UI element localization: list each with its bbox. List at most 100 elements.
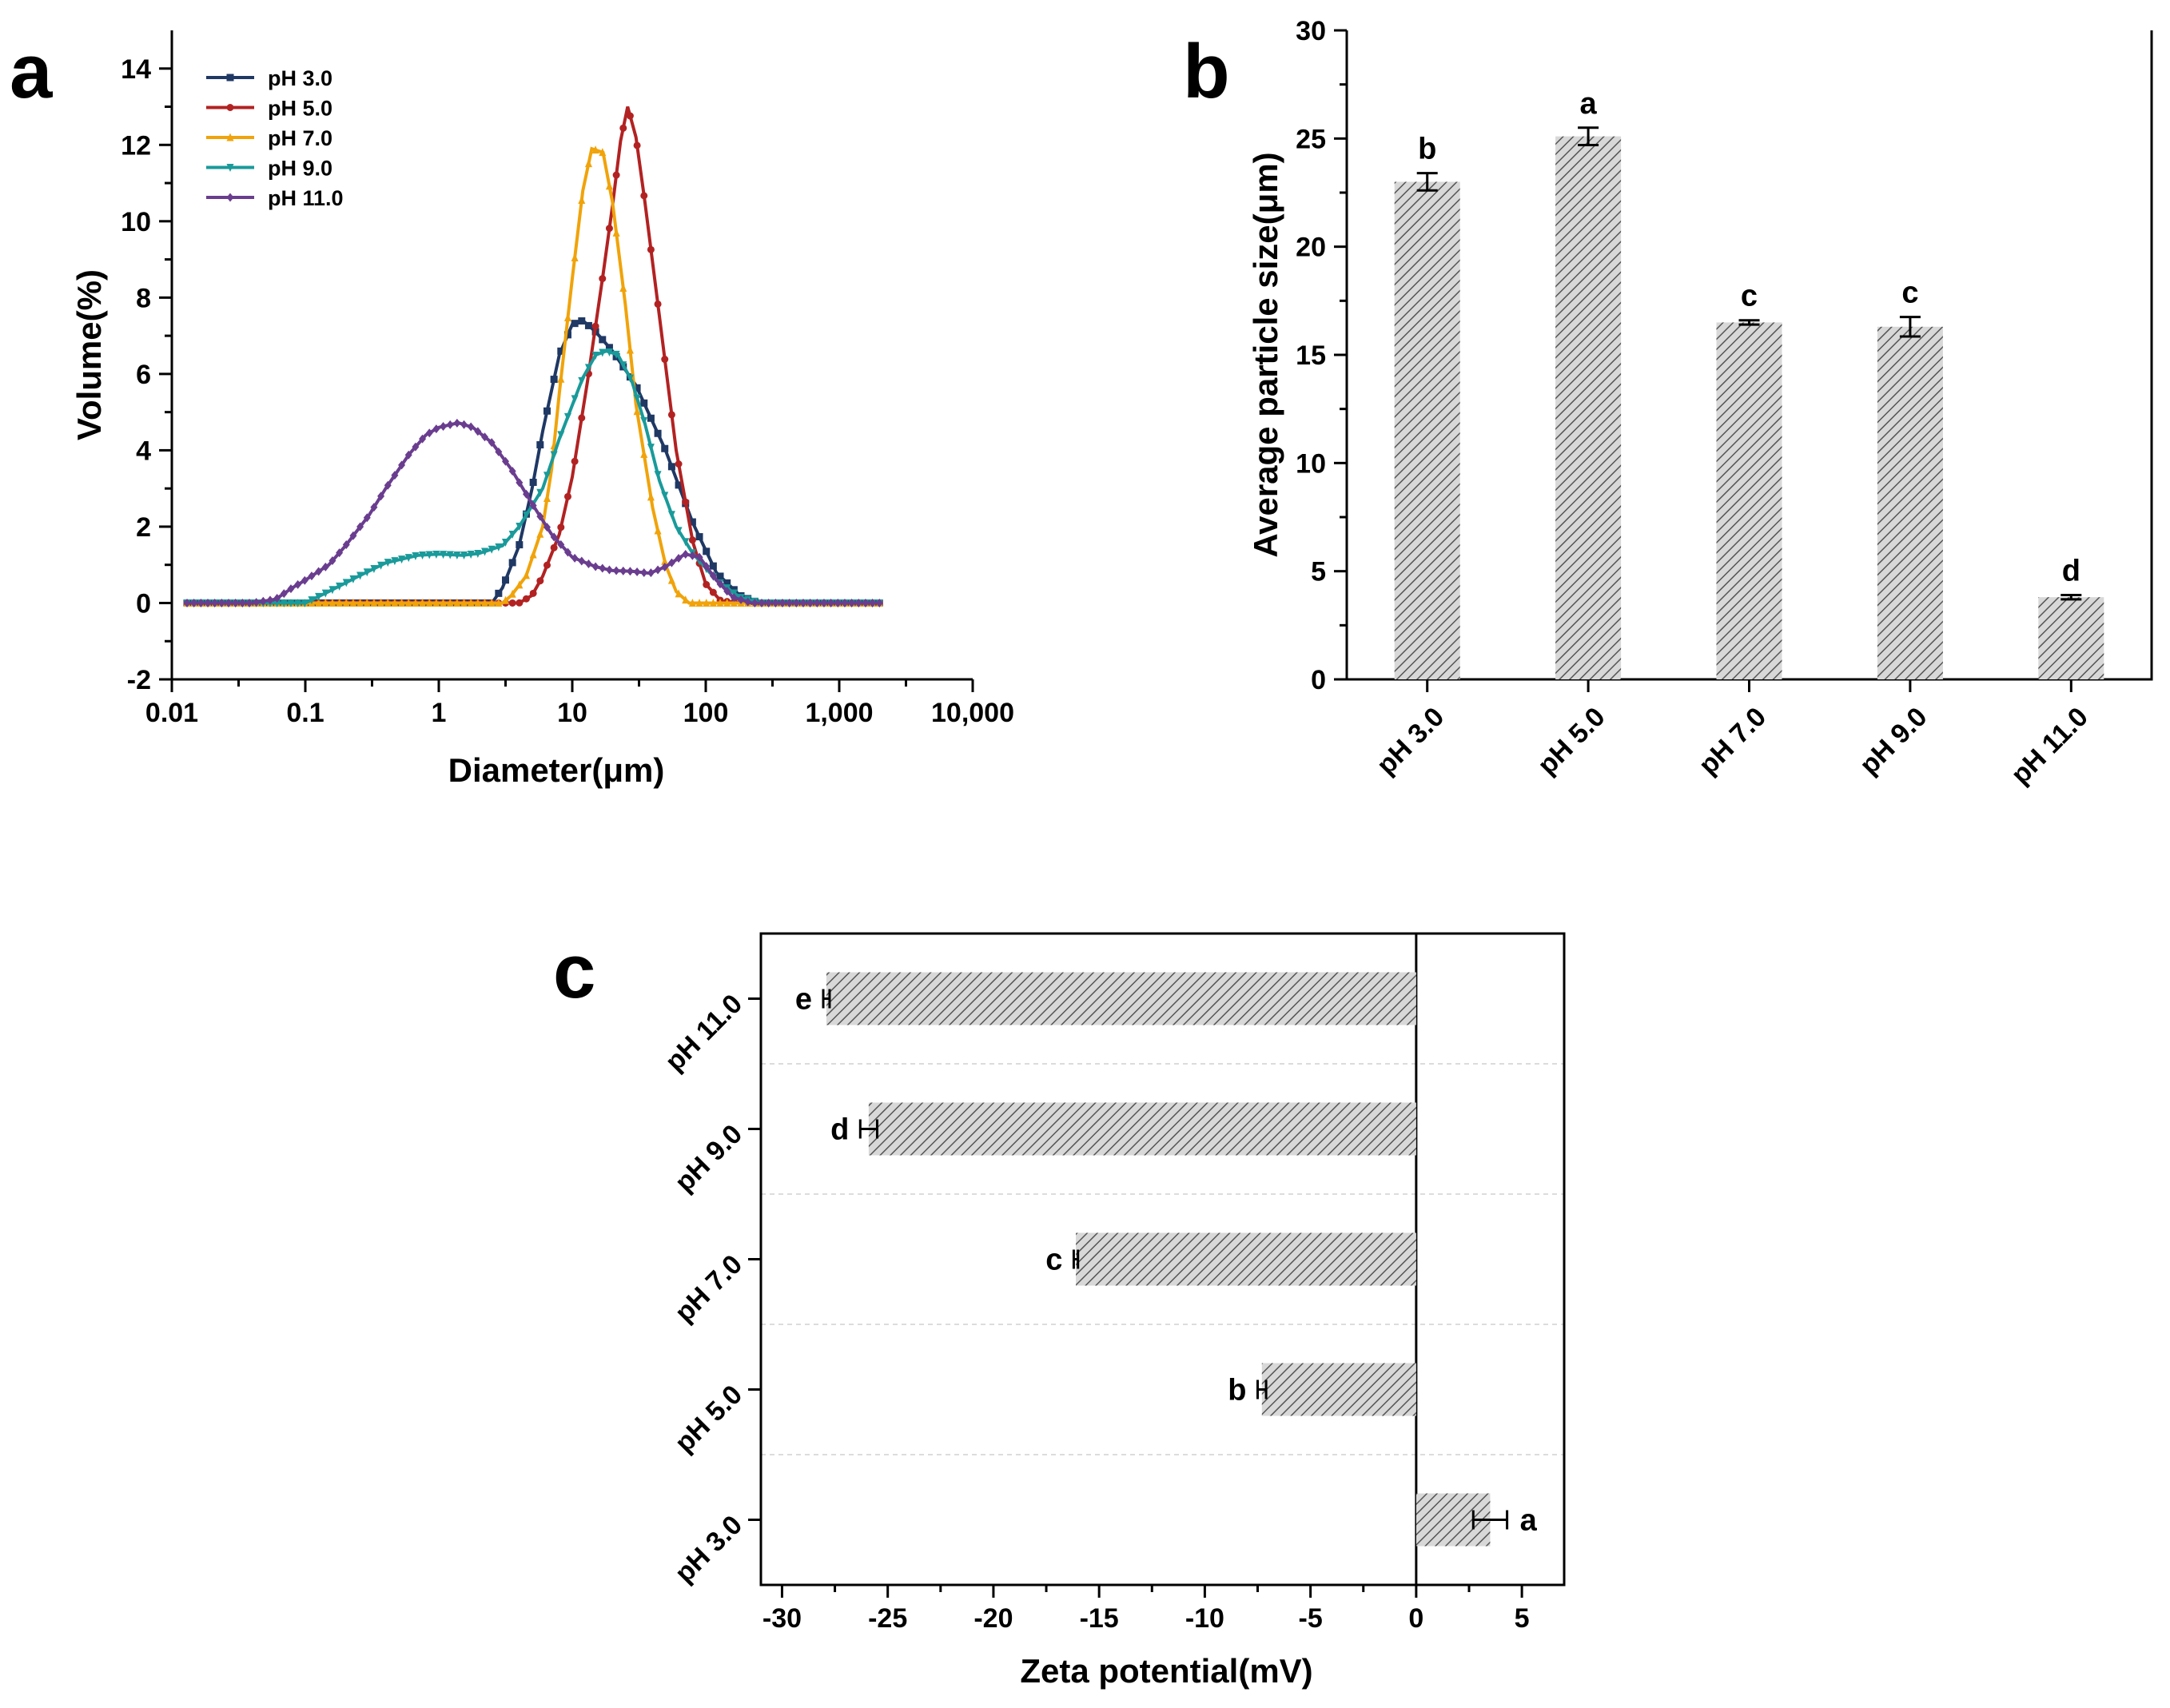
y-tick-label-a: 2 xyxy=(136,512,151,543)
data-point-a xyxy=(226,164,234,172)
data-point-a xyxy=(495,447,503,456)
data-point-a xyxy=(723,579,731,587)
data-point-a xyxy=(661,356,669,364)
data-point-a xyxy=(384,598,392,607)
data-point-a xyxy=(578,376,586,385)
data-point-a xyxy=(792,598,800,607)
data-point-a xyxy=(467,551,475,559)
data-point-a xyxy=(425,551,433,559)
data-point-a xyxy=(758,598,766,607)
data-point-a xyxy=(647,245,655,253)
y-tick-label-c: pH 11.0 xyxy=(659,989,748,1077)
data-point-a xyxy=(287,599,295,607)
data-point-a xyxy=(633,141,641,149)
data-point-a xyxy=(557,347,565,355)
data-point-a xyxy=(675,589,683,598)
data-point-a xyxy=(391,557,399,566)
series-line-a xyxy=(187,146,880,605)
data-point-a xyxy=(474,427,482,436)
y-tick-label-b: 20 xyxy=(1296,233,1326,263)
data-point-a xyxy=(709,598,717,607)
data-point-a xyxy=(502,595,510,604)
data-point-a xyxy=(446,551,454,559)
data-point-a xyxy=(667,463,675,471)
data-point-a xyxy=(245,598,253,607)
y-tick-label-a: 4 xyxy=(136,436,151,466)
data-point-a xyxy=(667,511,675,520)
data-point-a xyxy=(654,471,662,480)
panel-letter-b: b xyxy=(1183,29,1230,114)
data-point-a xyxy=(654,300,662,308)
data-point-a xyxy=(619,361,627,370)
y-tick-label-b: 5 xyxy=(1311,557,1326,587)
data-point-a xyxy=(591,562,599,571)
data-point-a xyxy=(529,550,537,559)
data-point-a xyxy=(543,523,551,532)
data-point-a xyxy=(557,374,565,383)
data-point-a xyxy=(703,580,711,588)
data-point-a xyxy=(695,552,703,562)
data-point-a xyxy=(626,567,634,576)
x-tick-label-a: 1 xyxy=(432,698,447,728)
data-point-a xyxy=(647,444,655,452)
data-point-a xyxy=(370,503,378,512)
data-point-a xyxy=(578,556,586,566)
data-point-a xyxy=(709,588,717,596)
significance-label-b: c xyxy=(1741,280,1758,313)
series-ph-7.0 xyxy=(183,145,883,607)
y-tick-label-a: 6 xyxy=(136,360,151,390)
data-point-a xyxy=(336,598,344,607)
y-tick-label-c: pH 5.0 xyxy=(669,1380,748,1459)
bar-b xyxy=(1877,326,1943,679)
data-point-a xyxy=(605,344,613,352)
data-point-a xyxy=(349,531,357,540)
data-point-a xyxy=(529,501,537,511)
y-tick-label-a: 10 xyxy=(121,207,151,237)
x-tick-label-c: -15 xyxy=(1080,1603,1119,1634)
data-point-a xyxy=(522,511,530,520)
data-point-a xyxy=(370,598,378,607)
data-point-a xyxy=(599,348,607,357)
data-point-a xyxy=(536,488,544,497)
data-point-a xyxy=(280,599,288,607)
data-point-a xyxy=(377,561,385,570)
data-point-a xyxy=(709,562,717,570)
data-point-a xyxy=(225,598,233,607)
significance-label-b: b xyxy=(1418,133,1436,166)
data-point-a xyxy=(612,228,620,237)
data-point-a xyxy=(425,598,433,607)
data-point-a xyxy=(217,598,225,607)
data-point-a xyxy=(640,449,648,458)
data-point-a xyxy=(419,434,427,444)
data-point-a xyxy=(377,492,385,501)
data-point-a xyxy=(440,421,448,431)
data-point-a xyxy=(571,457,579,465)
data-point-a xyxy=(522,571,530,579)
data-point-a xyxy=(204,598,212,607)
significance-label-c: c xyxy=(1045,1244,1062,1277)
data-point-a xyxy=(703,598,711,607)
data-point-a xyxy=(647,414,655,422)
data-point-a xyxy=(273,599,281,607)
data-point-a xyxy=(723,598,731,607)
series-line-a xyxy=(187,106,880,605)
y-tick-label-a: 8 xyxy=(136,283,151,313)
data-point-a xyxy=(226,74,234,82)
data-point-a xyxy=(356,571,364,580)
data-point-a xyxy=(384,559,392,567)
data-point-a xyxy=(848,598,856,607)
data-point-a xyxy=(626,345,634,354)
data-point-a xyxy=(744,597,752,607)
data-point-a xyxy=(654,526,662,535)
data-point-a xyxy=(481,598,489,607)
data-point-a xyxy=(412,442,420,452)
data-point-a xyxy=(682,538,690,547)
data-point-a xyxy=(605,181,613,190)
data-point-a xyxy=(543,494,551,503)
data-point-a xyxy=(599,563,607,573)
chart-b-average-particle-size: 0 5 10 15 20 25 30 Average particle size(μm) b pH… xyxy=(1247,16,2153,790)
data-point-a xyxy=(626,112,634,120)
data-point-a xyxy=(571,253,579,262)
data-point-a xyxy=(467,422,475,432)
